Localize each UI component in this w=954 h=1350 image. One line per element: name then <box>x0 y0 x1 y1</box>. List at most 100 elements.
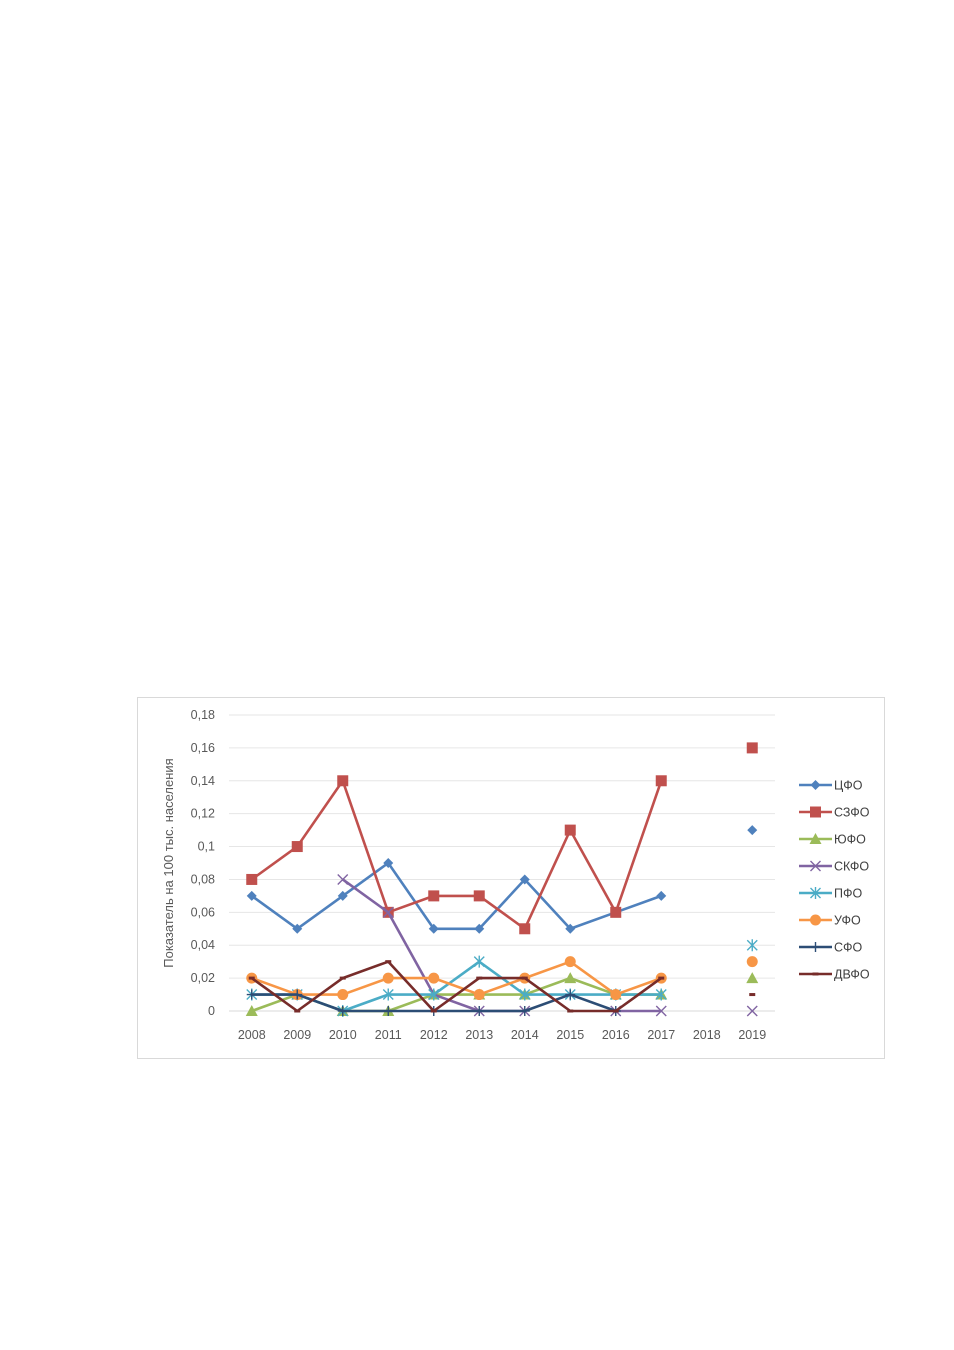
legend-label: ПФО <box>834 887 862 901</box>
axis-labels: 0 0,02 0,04 0,06 0,08 0,1 0,12 0,14 0,16 0,18 2008… <box>191 708 767 1042</box>
legend-label: ЮФО <box>834 833 866 847</box>
legend-item: ЦФО <box>799 779 863 793</box>
y-tick-label: 0,14 <box>191 774 215 788</box>
data-point <box>248 976 255 980</box>
data-point <box>747 825 758 836</box>
x-tick-label: 2014 <box>511 1028 539 1042</box>
x-tick-label: 2017 <box>647 1028 675 1042</box>
data-point <box>749 993 756 997</box>
y-tick-label: 0 <box>208 1004 215 1018</box>
data-point <box>565 989 576 1000</box>
series-layer <box>245 742 759 1017</box>
x-tick-label: 2011 <box>375 1028 402 1042</box>
data-point <box>564 956 576 968</box>
data-point <box>474 1006 485 1016</box>
gridlines <box>229 714 775 1012</box>
data-point <box>564 972 577 984</box>
y-tick-label: 0,06 <box>191 905 215 919</box>
data-point <box>428 923 439 934</box>
legend-marker <box>810 806 821 818</box>
data-point <box>382 972 394 984</box>
data-point <box>383 858 394 868</box>
data-point <box>337 989 349 1001</box>
y-tick-label: 0,12 <box>191 807 215 821</box>
data-point <box>656 890 667 901</box>
legend-marker <box>810 780 821 790</box>
data-point <box>564 824 576 836</box>
data-point <box>473 890 485 902</box>
data-point <box>567 1009 574 1013</box>
x-tick-label: 2013 <box>465 1028 493 1042</box>
chart-area: 0 0,02 0,04 0,06 0,08 0,1 0,12 0,14 0,16 0,18 2008… <box>137 697 885 1059</box>
data-point <box>428 890 440 902</box>
data-point <box>746 1005 758 1017</box>
series-line <box>250 861 662 931</box>
data-point <box>521 976 528 980</box>
y-tick-label: 0,18 <box>191 708 215 722</box>
series-line <box>250 960 663 1013</box>
data-point <box>746 956 758 968</box>
legend-marker <box>810 942 821 952</box>
legend-item: СЗФО <box>799 806 870 820</box>
data-point <box>473 955 485 968</box>
legend-label: УФО <box>834 914 861 928</box>
data-point <box>474 923 485 934</box>
legend-marker <box>810 860 821 872</box>
data-point <box>292 989 303 1000</box>
legend-label: СКФО <box>834 860 869 874</box>
data-point <box>428 988 440 1001</box>
series-8 <box>248 960 756 1013</box>
legend-label: ЦФО <box>834 779 863 793</box>
y-tick-label: 0,1 <box>198 840 215 854</box>
data-point <box>246 989 257 1000</box>
y-tick-label: 0,04 <box>191 938 215 952</box>
data-point <box>658 976 665 980</box>
x-tick-label: 2015 <box>556 1028 584 1042</box>
legend-label: ДВФО <box>834 968 870 982</box>
legend-label: СФО <box>834 941 863 955</box>
data-point <box>746 972 759 984</box>
data-point <box>655 775 667 787</box>
data-point <box>655 988 667 1001</box>
data-point <box>337 775 349 787</box>
data-point <box>246 890 257 901</box>
legend-label: СЗФО <box>834 806 870 820</box>
data-point <box>292 923 303 934</box>
y-tick-label: 0,02 <box>191 971 215 985</box>
series-line <box>250 779 663 931</box>
data-point <box>519 874 530 885</box>
data-point <box>519 1006 530 1016</box>
y-axis-title: Показатель на 100 тыс. населения <box>161 758 176 967</box>
legend-marker <box>812 972 819 976</box>
legend-marker <box>810 914 821 926</box>
data-point <box>245 1005 258 1016</box>
data-point <box>473 989 485 1001</box>
x-tick-label: 2019 <box>738 1028 766 1042</box>
legend-item: СКФО <box>799 860 869 874</box>
data-point <box>337 890 348 901</box>
x-tick-label: 2016 <box>602 1028 630 1042</box>
legend-item: ДВФО <box>799 968 870 982</box>
line-chart: 0 0,02 0,04 0,06 0,08 0,1 0,12 0,14 0,16 0,18 2008… <box>161 708 870 1042</box>
data-point <box>339 976 346 980</box>
legend-item: ПФО <box>799 887 862 901</box>
legend-marker <box>810 887 821 899</box>
legend-item: УФО <box>799 914 861 928</box>
legend-item: ЮФО <box>799 833 866 847</box>
data-point <box>519 923 531 935</box>
legend-item: СФО <box>799 941 863 955</box>
data-point <box>746 939 758 952</box>
data-point <box>337 873 349 885</box>
data-point <box>382 988 394 1001</box>
data-point <box>655 1005 667 1017</box>
series-2 <box>246 742 758 935</box>
data-point <box>476 976 483 980</box>
data-point <box>294 1009 301 1013</box>
x-tick-label: 2018 <box>693 1028 721 1042</box>
data-point <box>337 1006 348 1016</box>
data-point <box>565 923 576 934</box>
x-tick-label: 2008 <box>238 1028 266 1042</box>
legend: ЦФО СЗФО ЮФО СКФО ПФО УФО СФО ДВФО <box>799 779 870 982</box>
data-point <box>428 972 440 984</box>
data-point <box>612 1009 619 1013</box>
